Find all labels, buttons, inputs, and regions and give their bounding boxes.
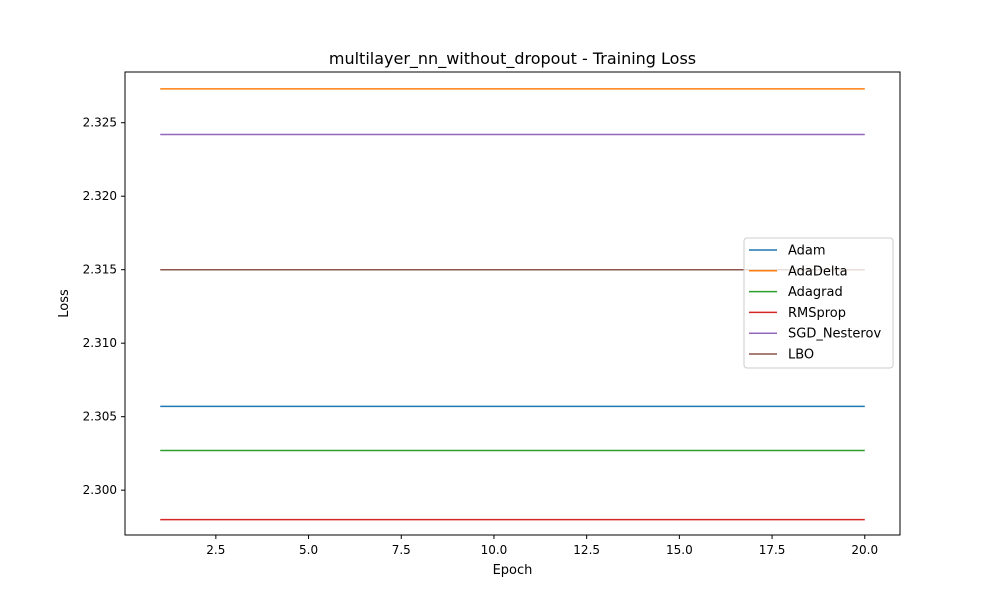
legend-label-adam: Adam xyxy=(788,244,826,259)
x-tick-label: 7.5 xyxy=(392,543,411,557)
chart-title: multilayer_nn_without_dropout - Training… xyxy=(329,49,696,69)
x-axis-ticks: 2.5 5.0 7.5 10.0 12.5 15.0 17.5 20.0 xyxy=(206,535,878,557)
x-tick-label: 12.5 xyxy=(573,543,600,557)
x-tick-label: 20.0 xyxy=(851,543,878,557)
plot-frame xyxy=(124,71,901,536)
legend-box xyxy=(743,237,894,369)
y-tick-label: 2.305 xyxy=(83,410,117,424)
y-tick-label: 2.300 xyxy=(83,483,117,497)
legend-label-adadelta: AdaDelta xyxy=(788,264,848,279)
x-axis-label: Epoch xyxy=(493,563,533,578)
y-tick-label: 2.325 xyxy=(83,116,117,130)
legend-label-sgd-nesterov: SGD_Nesterov xyxy=(788,327,881,342)
y-tick-label: 2.310 xyxy=(83,336,117,350)
x-tick-label: 17.5 xyxy=(759,543,786,557)
legend: Adam AdaDelta Adagrad RMSprop SGD_Nesterov LB… xyxy=(743,237,894,369)
y-axis-ticks: 2.300 2.305 2.310 2.315 2.320 2.325 xyxy=(83,116,125,497)
legend-label-adagrad: Adagrad xyxy=(788,285,843,300)
y-tick-label: 2.320 xyxy=(83,189,117,203)
x-tick-label: 15.0 xyxy=(666,543,693,557)
legend-label-lbo: LBO xyxy=(788,348,814,363)
legend-items: Adam AdaDelta Adagrad RMSprop SGD_Nesterov LB… xyxy=(749,244,881,363)
x-tick-label: 5.0 xyxy=(299,543,318,557)
y-axis-label: Loss xyxy=(57,289,72,318)
x-tick-label: 10.0 xyxy=(481,543,508,557)
x-tick-label: 2.5 xyxy=(206,543,225,557)
legend-label-rmsprop: RMSprop xyxy=(788,306,846,321)
y-tick-label: 2.315 xyxy=(83,263,117,277)
